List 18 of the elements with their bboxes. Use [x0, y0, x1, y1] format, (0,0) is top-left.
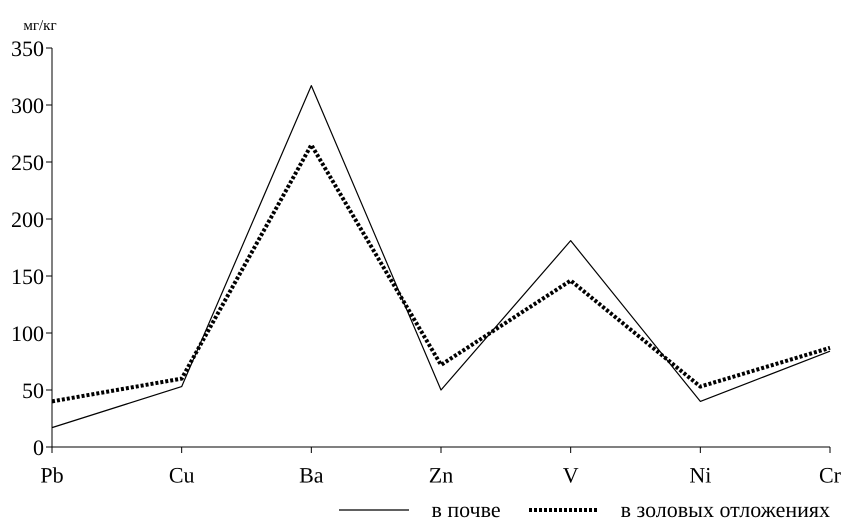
- x-tick-label: Ba: [299, 462, 324, 488]
- y-tick-label: 150: [11, 264, 44, 289]
- x-tick-label: Cr: [819, 462, 842, 488]
- y-tick-label: 300: [11, 92, 44, 118]
- x-tick-label: Zn: [428, 462, 454, 488]
- x-tick-label: Cu: [168, 462, 195, 488]
- y-tick-label: 50: [22, 378, 44, 403]
- y-tick-label: 100: [11, 320, 44, 346]
- x-tick-label: V: [562, 462, 579, 488]
- y-tick-label: 0: [33, 434, 44, 460]
- y-tick-label: 250: [11, 150, 44, 175]
- x-tick-label: Ni: [689, 462, 712, 488]
- y-tick-label: 200: [11, 206, 44, 232]
- legend-label: в золовых отложениях: [620, 497, 830, 523]
- legend-label: в почве: [431, 497, 501, 523]
- y-axis-title: мг/кг: [23, 18, 57, 34]
- x-tick-label: Pb: [40, 462, 64, 488]
- y-tick-label: 350: [11, 36, 44, 61]
